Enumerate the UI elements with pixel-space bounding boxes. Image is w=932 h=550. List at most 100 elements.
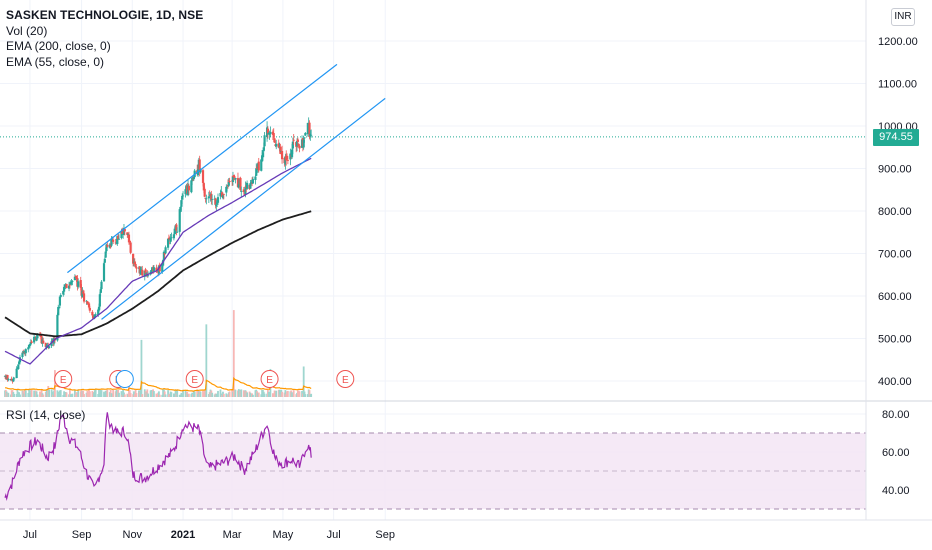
time-tick-label: Sep [72, 529, 92, 541]
candle-body [17, 364, 20, 369]
candle-body [57, 306, 61, 309]
volume-bar [63, 391, 65, 397]
candle-body [273, 138, 276, 143]
volume-bar [240, 389, 243, 397]
candle-body [129, 242, 132, 253]
candle-body [260, 159, 263, 171]
time-axis[interactable]: Jul Sep Nov 2021 Mar May Jul Sep [23, 529, 395, 541]
candle-body [161, 264, 164, 272]
candle-body [81, 290, 84, 297]
volume-bar [292, 390, 295, 397]
candle-body [110, 239, 113, 246]
candle-body [211, 199, 214, 201]
symbol-title[interactable]: SASKEN TECHNOLOGIE, 1D, NSE [6, 8, 204, 22]
candle-body [249, 183, 252, 189]
price-axis[interactable]: 1200.001100.001000.00900.00800.00700.006… [878, 36, 918, 388]
candle-body [246, 182, 249, 189]
volume-bar [36, 394, 39, 397]
candle-body [29, 342, 32, 345]
rsi-legend[interactable]: RSI (14, close) [6, 408, 86, 422]
candle-body [132, 253, 135, 264]
candle-body [289, 153, 292, 160]
volume-bar [278, 389, 281, 397]
time-tick-label: Nov [123, 529, 143, 541]
volume-legend[interactable]: Vol (20) [6, 23, 48, 38]
candle-body [221, 192, 224, 197]
candle-body [85, 300, 88, 302]
candle-body [226, 186, 229, 188]
candle-body [97, 306, 101, 311]
ema55-legend[interactable]: EMA (55, close, 0) [6, 54, 105, 69]
candle-body [56, 314, 59, 341]
candle-body [203, 188, 206, 197]
volume-bar [211, 392, 214, 397]
volume-bar [167, 390, 169, 397]
volume-bar [42, 394, 45, 397]
candle-body [117, 235, 120, 239]
candle-body [220, 191, 223, 193]
candle-body [21, 352, 24, 358]
candle-body [87, 303, 91, 308]
candle-body [268, 133, 271, 135]
candle-body [280, 150, 284, 160]
volume-bar [7, 392, 10, 397]
candle-body [155, 267, 158, 271]
candle-body [28, 344, 31, 348]
candle-body [291, 141, 294, 149]
candle-body [181, 195, 185, 197]
volume-bar [106, 389, 109, 397]
volume-bar [291, 392, 293, 397]
candle-body [24, 349, 27, 354]
candle-body [112, 239, 115, 242]
candle-body [15, 368, 18, 379]
candle-body [79, 280, 82, 288]
candle-body [45, 345, 48, 348]
candle-body [285, 155, 288, 161]
earnings-markers[interactable]: EEEEE [54, 370, 355, 388]
candle-body [62, 291, 65, 295]
candle-body [18, 357, 22, 363]
channel-lower-line[interactable] [101, 97, 386, 320]
candle-body [173, 228, 176, 234]
candle-body [63, 285, 67, 288]
candle-body [255, 168, 258, 176]
candle-body [120, 230, 123, 239]
volume-bar [217, 390, 219, 397]
ema200-line [4, 210, 312, 338]
currency-button[interactable]: INR [891, 8, 915, 26]
candle-body [227, 182, 230, 186]
candle-body [219, 192, 222, 197]
candle-body [242, 189, 245, 193]
candle-body [169, 237, 172, 242]
candle-body [298, 145, 301, 149]
volume-bar [35, 391, 38, 397]
candle-body [33, 337, 37, 338]
ema200-legend[interactable]: EMA (200, close, 0) [6, 39, 111, 53]
candle-body [106, 245, 109, 247]
volume-bar [48, 389, 50, 397]
candle-body [257, 161, 260, 171]
candle-body [10, 378, 13, 380]
candle-body [94, 314, 97, 316]
candle-body [127, 234, 131, 243]
volume-bars [4, 310, 313, 397]
price-tick-label: 400.00 [878, 376, 912, 388]
volume-bar [147, 393, 150, 397]
candle-body [214, 198, 217, 206]
candle-body [57, 307, 60, 316]
candle-body [215, 204, 218, 207]
candle-body [97, 309, 100, 316]
candle-body [47, 346, 51, 349]
volume-bar [158, 391, 160, 397]
candle-body [86, 301, 89, 304]
volume-bar [174, 390, 177, 397]
candle-body [141, 269, 144, 276]
channel-upper-line[interactable] [67, 63, 338, 274]
candle-body [254, 176, 257, 180]
candle-body [75, 275, 78, 279]
candle-body [134, 263, 137, 268]
volume-bar [59, 390, 62, 397]
time-tick-label: Mar [223, 529, 242, 541]
volume-bar [310, 393, 313, 397]
